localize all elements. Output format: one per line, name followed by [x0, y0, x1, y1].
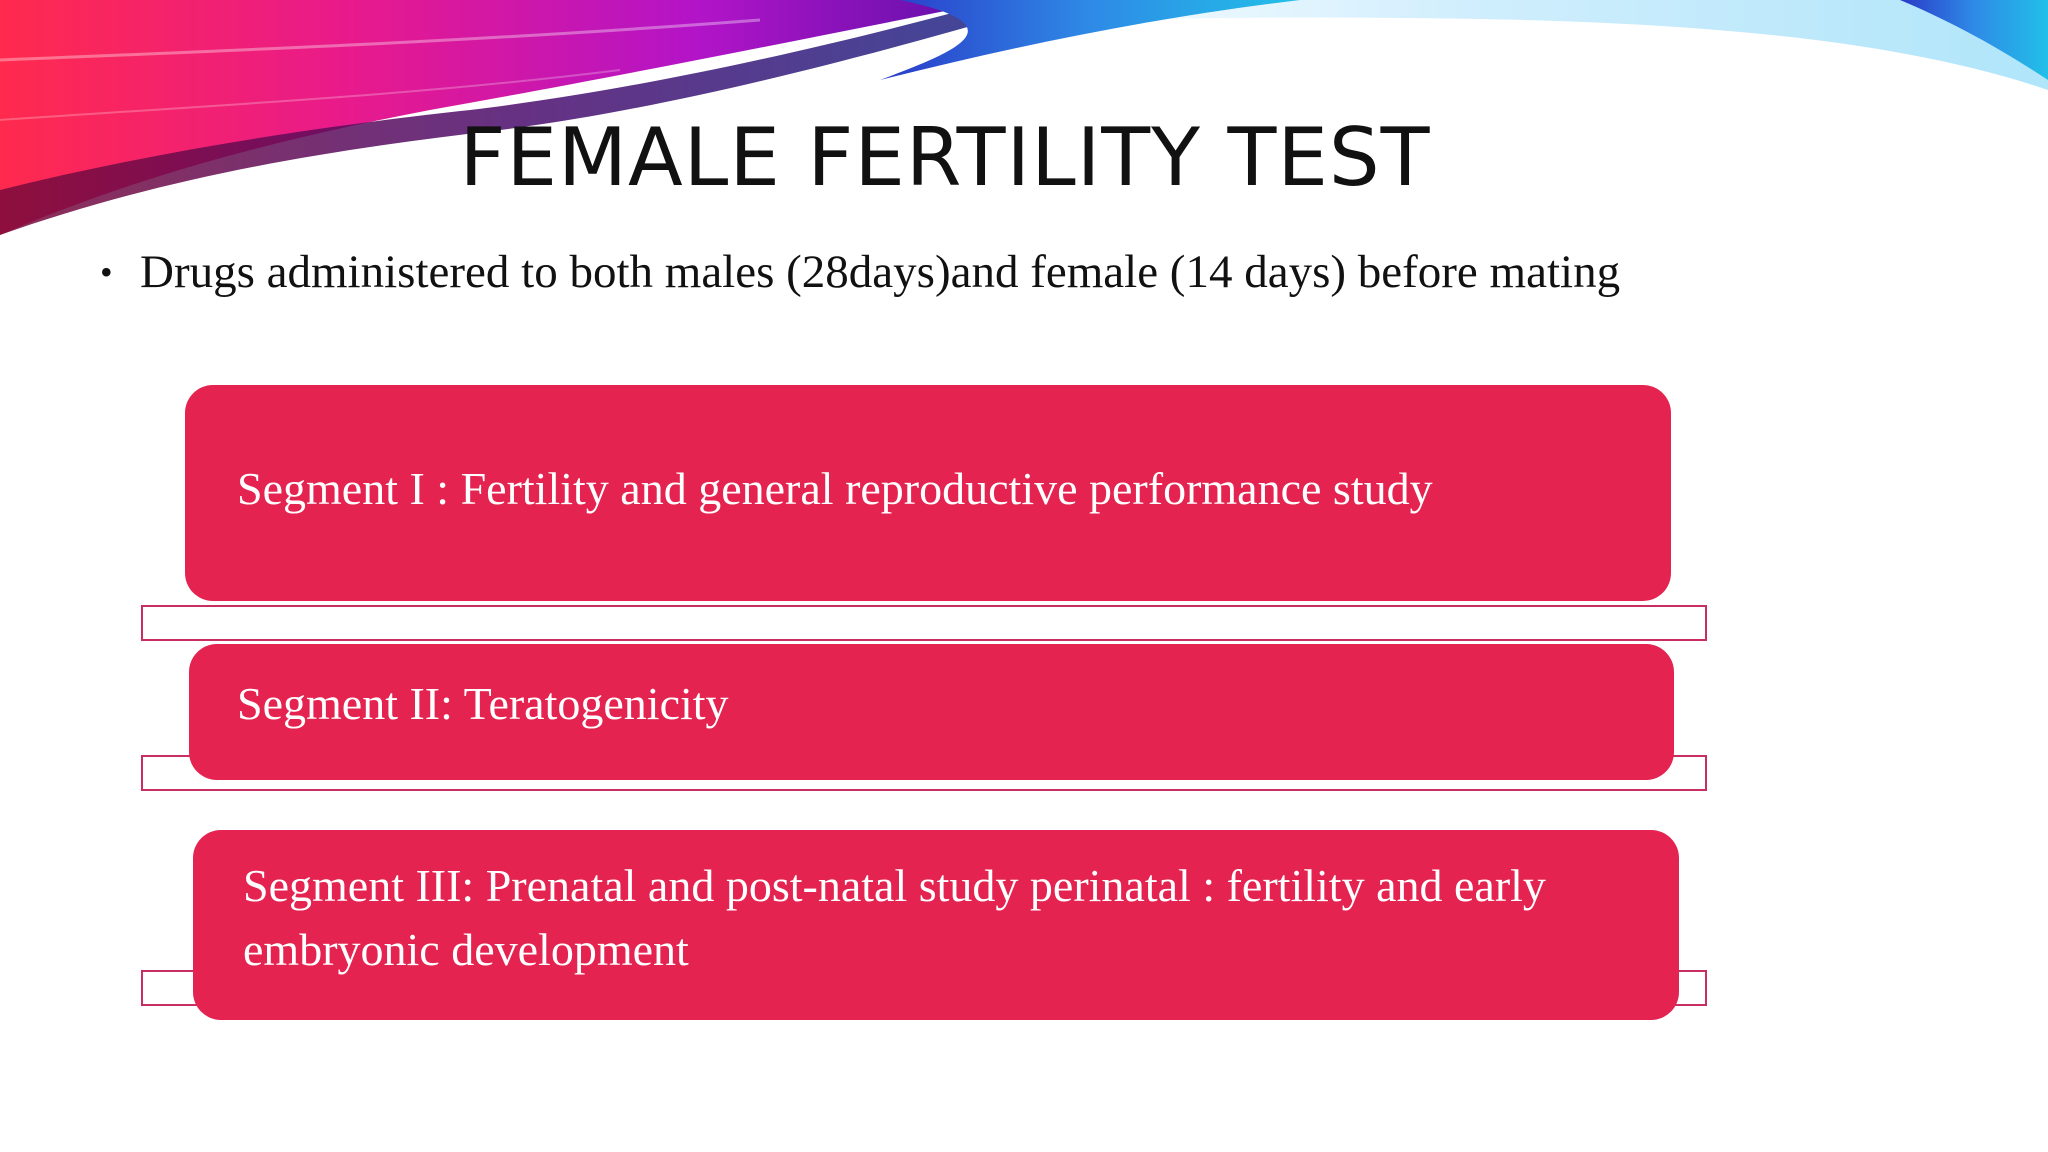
decorative-ribbon — [0, 0, 2048, 235]
bullet-text: Drugs administered to both males (28days… — [140, 246, 1621, 298]
segment-outline-1 — [141, 605, 1707, 641]
segment-3-label: Segment III: Prenatal and post-natal stu… — [243, 860, 1546, 975]
slide-title: FEMALE FERTILITY TEST — [459, 111, 1431, 204]
segment-1: Segment I : Fertility and general reprod… — [185, 385, 1671, 601]
bullet-dot-icon: • — [100, 252, 113, 292]
segment-2-label: Segment II: Teratogenicity — [237, 678, 729, 729]
segment-1-label: Segment I : Fertility and general reprod… — [237, 463, 1433, 514]
segment-3: Segment III: Prenatal and post-natal stu… — [193, 830, 1679, 1020]
segment-2: Segment II: Teratogenicity — [189, 644, 1674, 780]
